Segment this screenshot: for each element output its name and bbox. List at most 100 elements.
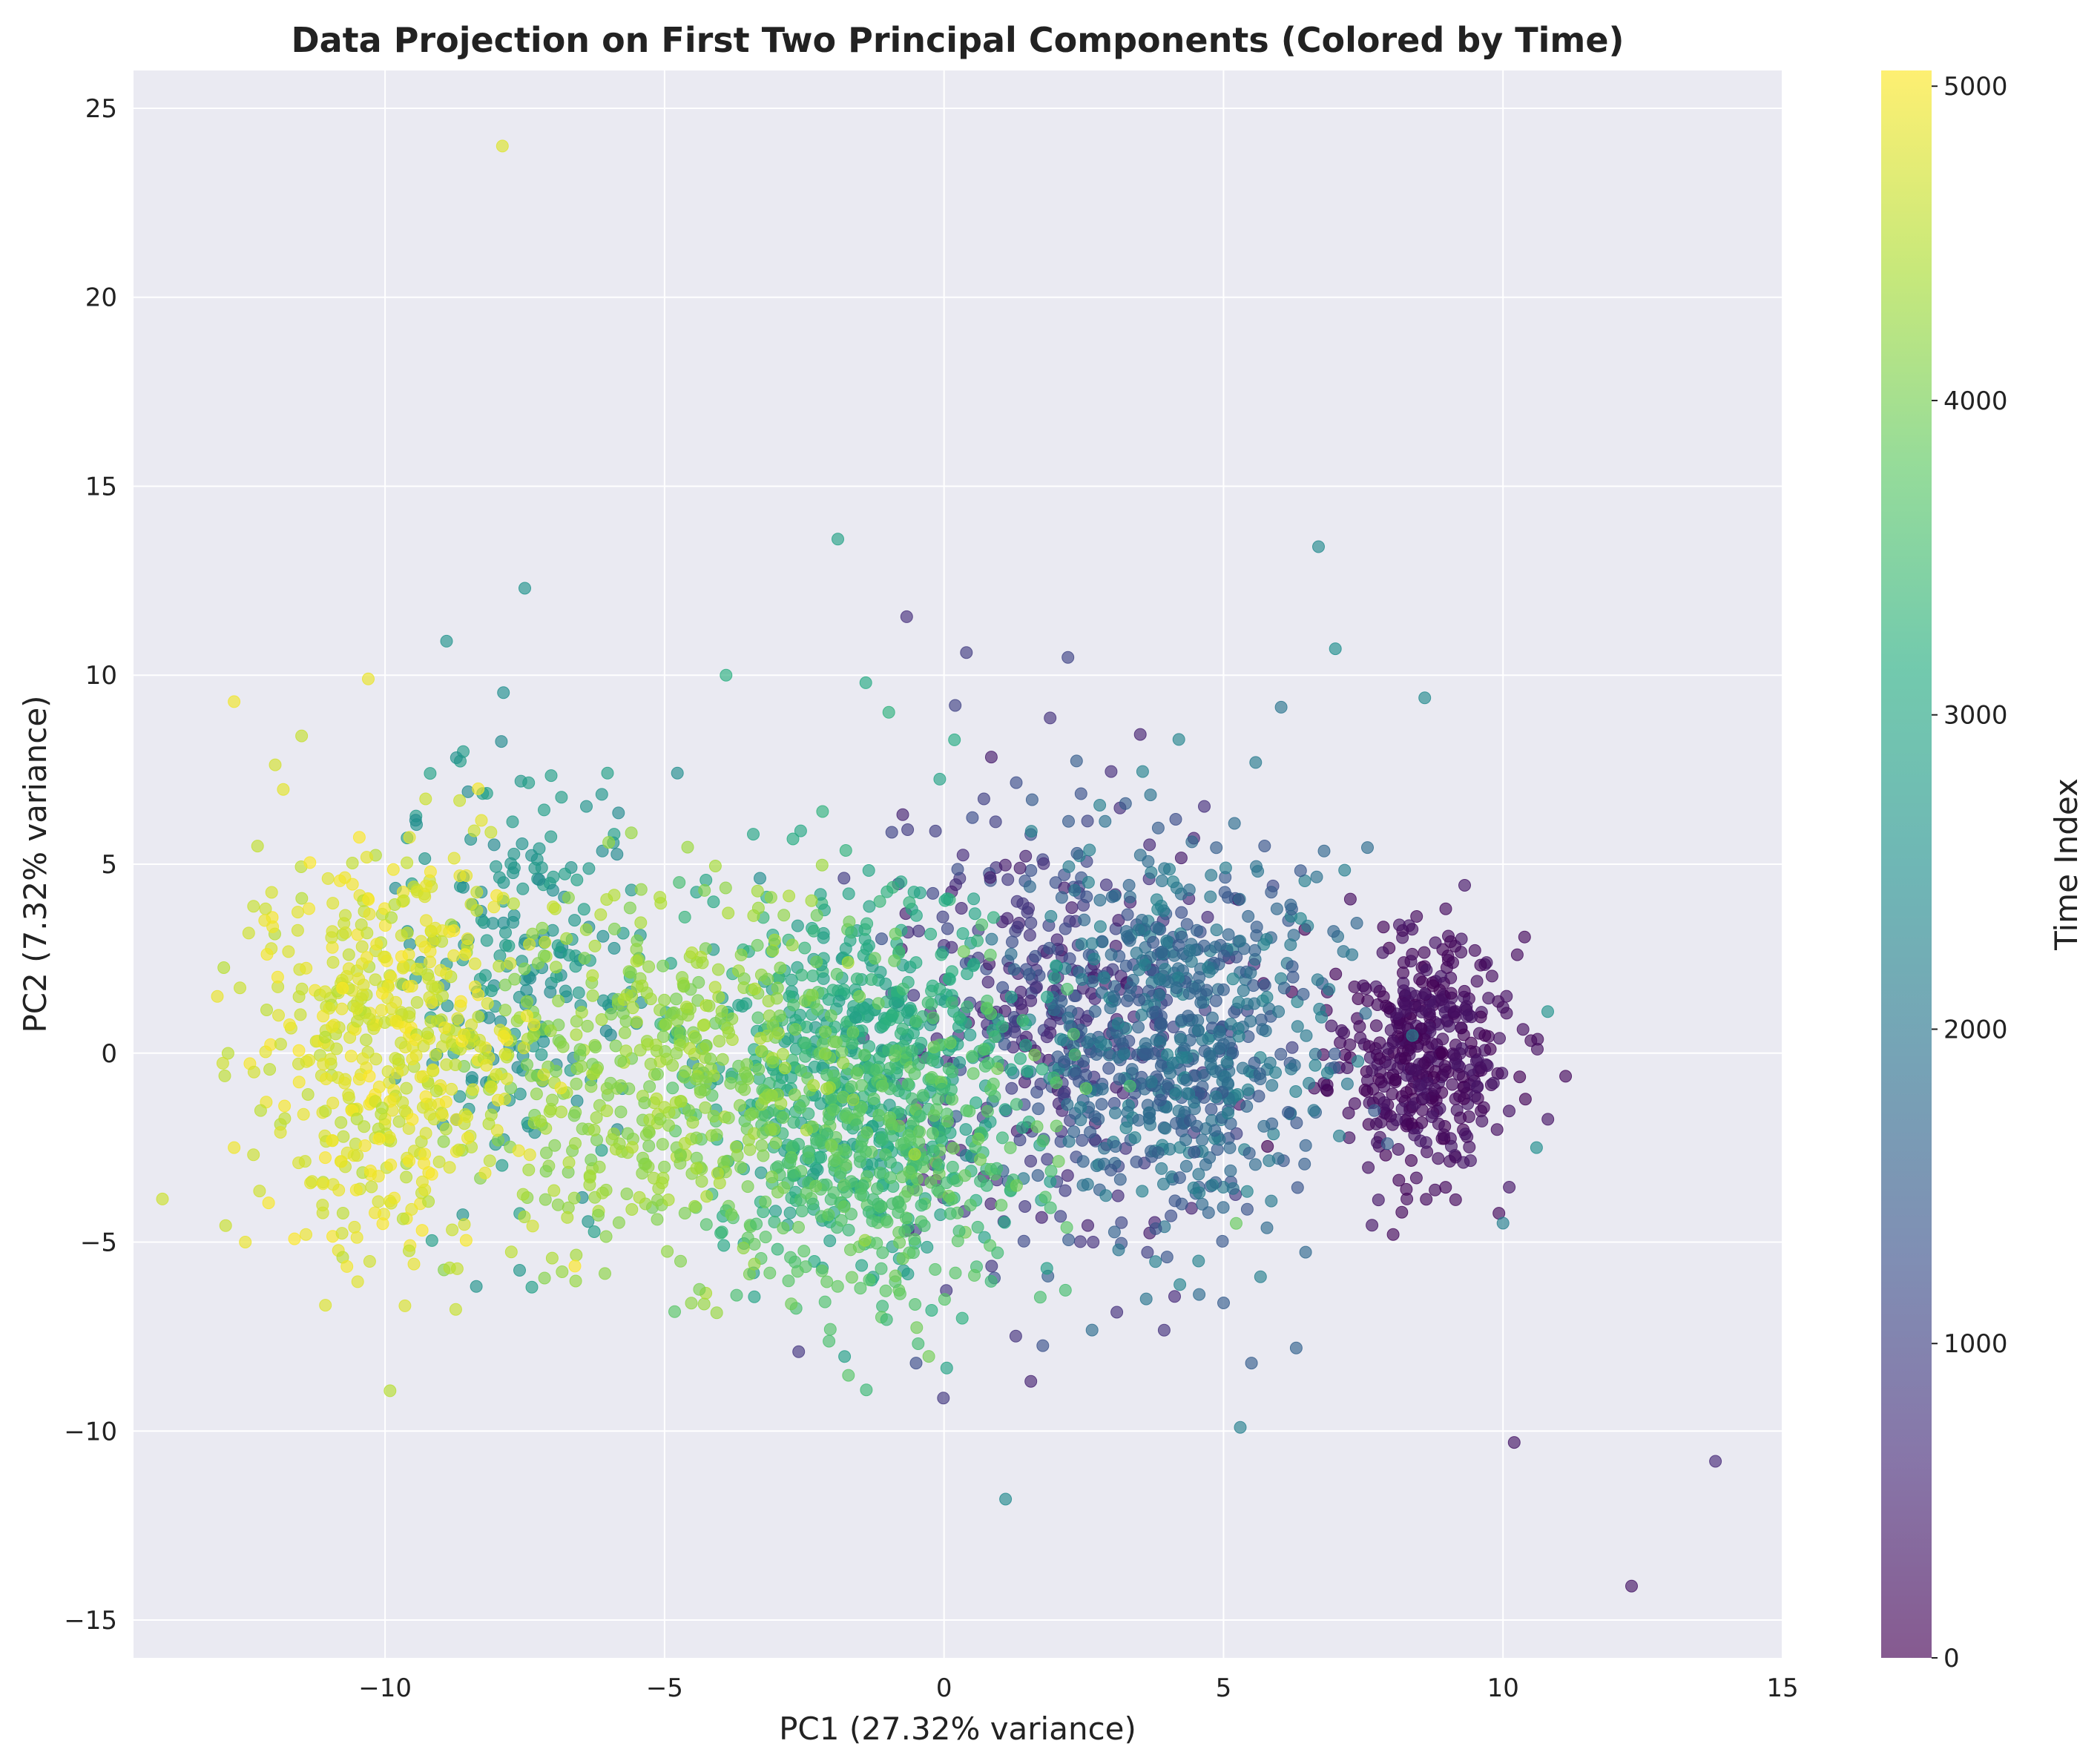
- data-point: [1039, 1191, 1052, 1204]
- data-point: [292, 990, 306, 1004]
- data-point: [1377, 1096, 1391, 1109]
- data-point: [957, 945, 970, 958]
- data-point: [888, 996, 901, 1010]
- data-point: [985, 1260, 998, 1273]
- data-point: [909, 909, 923, 922]
- data-point: [786, 1053, 799, 1067]
- data-point: [533, 873, 546, 886]
- data-point: [1218, 886, 1231, 899]
- data-point: [421, 1027, 435, 1040]
- data-point: [502, 939, 516, 952]
- data-point: [340, 1260, 354, 1273]
- data-point: [599, 1183, 613, 1196]
- data-point: [351, 1275, 364, 1288]
- data-point: [658, 1160, 671, 1173]
- data-point: [837, 872, 851, 885]
- data-point: [931, 1183, 944, 1196]
- data-point: [1382, 1001, 1395, 1015]
- data-point: [792, 1345, 806, 1358]
- data-point: [794, 824, 807, 837]
- data-point: [766, 1019, 780, 1032]
- data-point: [325, 931, 338, 944]
- data-point: [760, 1030, 774, 1043]
- data-point: [547, 1184, 561, 1197]
- data-point: [1119, 797, 1132, 810]
- data-point: [700, 1218, 713, 1231]
- data-point: [445, 1082, 458, 1096]
- data-point: [901, 1185, 915, 1198]
- data-point: [1320, 1084, 1334, 1097]
- data-point: [416, 1070, 429, 1083]
- data-point: [1048, 971, 1061, 984]
- data-point: [766, 944, 780, 958]
- data-point: [1443, 1020, 1456, 1033]
- data-point: [1024, 1375, 1038, 1388]
- data-point: [1493, 1032, 1506, 1045]
- data-point: [967, 892, 981, 906]
- data-point: [700, 1190, 714, 1203]
- data-point: [1193, 1288, 1206, 1301]
- data-point: [888, 954, 901, 967]
- data-point: [981, 1001, 993, 1015]
- colorbar-tick-label: 1000: [1943, 1329, 2008, 1359]
- data-point: [613, 1137, 626, 1150]
- data-point: [828, 1069, 841, 1082]
- data-point: [518, 962, 531, 975]
- data-point: [1081, 814, 1094, 828]
- data-point: [1290, 1116, 1303, 1130]
- data-point: [247, 900, 260, 913]
- data-point: [794, 1101, 807, 1114]
- data-point: [1050, 933, 1064, 947]
- data-point: [1175, 1013, 1188, 1027]
- data-point: [1067, 1027, 1080, 1041]
- data-point: [777, 1222, 790, 1235]
- data-point: [1530, 1141, 1543, 1154]
- data-point: [522, 776, 536, 789]
- data-point: [755, 1098, 768, 1111]
- data-point: [1069, 1067, 1082, 1080]
- data-point: [609, 1039, 622, 1053]
- data-point: [424, 955, 437, 969]
- data-point: [1437, 1128, 1450, 1142]
- data-point: [921, 996, 935, 1010]
- data-point: [932, 1158, 945, 1171]
- data-point: [1111, 1189, 1125, 1202]
- data-point: [1244, 1015, 1257, 1028]
- data-point: [1187, 1181, 1200, 1194]
- data-point: [535, 1048, 548, 1061]
- data-point: [862, 1061, 875, 1075]
- data-point: [748, 1257, 761, 1271]
- data-point: [278, 1112, 292, 1125]
- data-point: [619, 1015, 633, 1028]
- data-point: [810, 909, 823, 922]
- data-point: [671, 1025, 684, 1038]
- data-point: [355, 957, 369, 970]
- data-point: [915, 1036, 928, 1050]
- data-point: [1263, 1056, 1277, 1070]
- data-point: [384, 970, 398, 984]
- data-point: [1016, 1014, 1030, 1027]
- data-point: [892, 1195, 905, 1208]
- data-point: [970, 1096, 983, 1110]
- data-point: [395, 950, 408, 964]
- data-point: [1035, 1211, 1048, 1224]
- data-point: [272, 1009, 285, 1022]
- data-point: [852, 1104, 866, 1118]
- data-point: [403, 1244, 415, 1257]
- data-point: [1139, 1292, 1153, 1306]
- data-point: [1354, 1031, 1367, 1044]
- data-point: [1123, 1079, 1136, 1093]
- data-point: [483, 1154, 496, 1168]
- data-point: [443, 1261, 456, 1274]
- x-tick-labels: −10 −5 0 5 10 15: [358, 1673, 1798, 1703]
- data-point: [1458, 1127, 1472, 1141]
- data-point: [1216, 1234, 1229, 1248]
- data-point: [1143, 1112, 1156, 1125]
- data-point: [889, 927, 902, 941]
- data-point: [865, 973, 878, 986]
- data-point: [998, 1004, 1012, 1018]
- data-point: [697, 1297, 711, 1311]
- data-point: [497, 686, 510, 699]
- data-point: [929, 1262, 942, 1276]
- data-point: [1017, 1234, 1030, 1248]
